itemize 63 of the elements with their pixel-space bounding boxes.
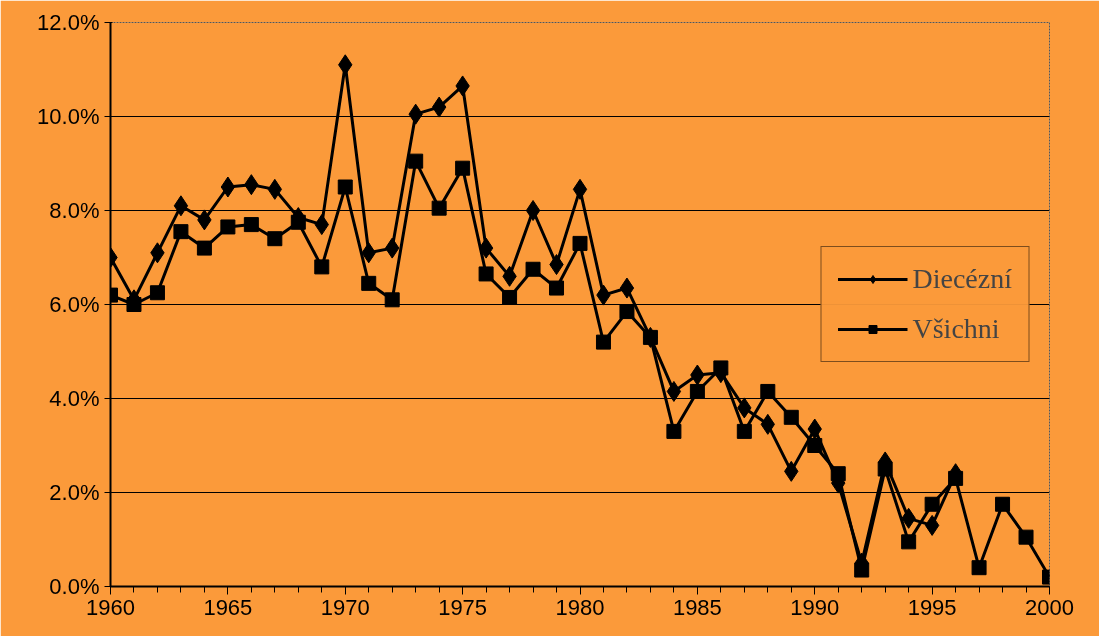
point: [196, 240, 212, 256]
point: [431, 96, 447, 118]
point: [595, 334, 611, 350]
y-tick-label: 8.0%: [49, 198, 100, 223]
point: [666, 423, 682, 439]
point: [220, 176, 236, 198]
point: [384, 292, 400, 308]
point: [337, 179, 353, 195]
point: [572, 235, 588, 251]
point: [243, 217, 259, 233]
point: [877, 461, 893, 477]
y-tick-label: 4.0%: [49, 386, 100, 411]
point: [525, 261, 541, 277]
point: [971, 560, 987, 576]
point: [431, 200, 447, 216]
point: [525, 200, 541, 221]
point: [408, 153, 424, 169]
point: [807, 438, 823, 453]
point: [666, 380, 682, 402]
y-tick-label: 12.0%: [37, 10, 100, 35]
y-tick-label: 10.0%: [37, 104, 100, 129]
point: [901, 534, 917, 550]
point: [126, 297, 142, 312]
point: [1018, 529, 1034, 545]
point: [314, 259, 330, 275]
point: [995, 496, 1011, 512]
point: [361, 275, 377, 291]
point: [689, 383, 705, 399]
point: [830, 466, 846, 482]
point: [549, 280, 565, 296]
point: [713, 360, 729, 376]
x-tick-label: 1985: [672, 594, 722, 620]
point: [478, 266, 494, 282]
x-tick-label: 2000: [1025, 594, 1074, 620]
point: [173, 224, 189, 240]
y-tick-label: 2.0%: [49, 480, 100, 505]
point: [619, 304, 635, 320]
point: [572, 178, 588, 200]
point: [924, 514, 940, 536]
point: [173, 195, 189, 217]
legend-label: Všichni: [912, 313, 1000, 345]
point: [149, 285, 165, 301]
x-tick-label: 1970: [320, 594, 370, 620]
point: [267, 231, 283, 247]
point: [854, 562, 870, 578]
point: [455, 160, 471, 176]
x-tick-label: 1965: [203, 594, 253, 620]
legend-label: Diecézní: [912, 263, 1012, 295]
x-tick-label: 1995: [907, 594, 957, 620]
y-tick-label: 6.0%: [49, 292, 100, 317]
x-tick-label: 1975: [438, 594, 488, 620]
point: [290, 214, 306, 230]
point: [220, 219, 236, 235]
x-tick-label: 1980: [555, 594, 605, 620]
point: [502, 289, 518, 305]
point: [736, 423, 752, 439]
point: [619, 277, 635, 299]
point: [760, 383, 776, 399]
point: [924, 496, 940, 512]
x-tick-label: 1990: [790, 594, 840, 620]
point: [948, 470, 964, 486]
point: [783, 409, 799, 425]
point: [478, 237, 494, 259]
